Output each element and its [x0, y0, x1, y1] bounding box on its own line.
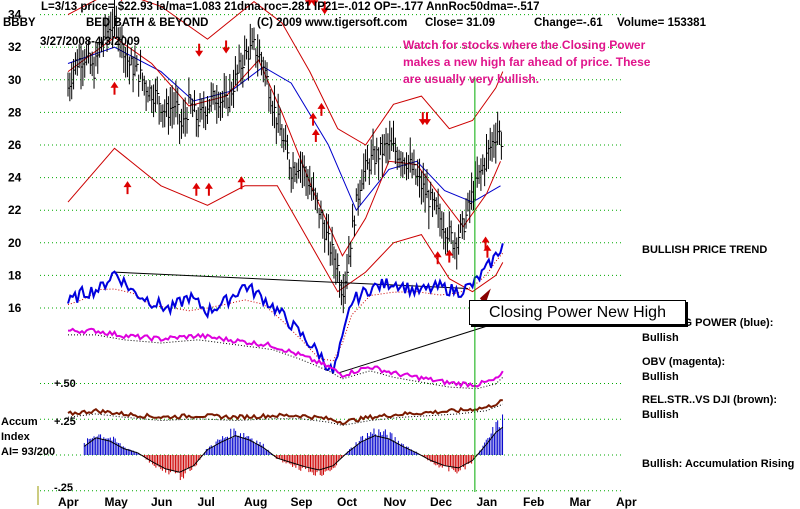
company-name: BED BATH & BEYOND — [86, 17, 209, 29]
buy-arrow-head — [317, 102, 326, 109]
buy-arrow-head — [237, 176, 246, 183]
buy-arrow-head — [433, 251, 442, 258]
x-tick-label: Mar — [570, 495, 592, 509]
buy-arrow-head — [110, 81, 119, 88]
closing-power-ma — [67, 252, 504, 362]
rel-strength-line — [67, 399, 503, 426]
buy-arrow-head — [445, 249, 454, 256]
x-tick-label: Sep — [291, 495, 313, 509]
obv-title: OBV (magenta): — [642, 356, 726, 368]
rel-strength-ma — [67, 403, 503, 426]
sell-arrow-head — [304, 0, 313, 7]
copyright: (C) 2009 www.tigersoft.com — [257, 17, 408, 29]
sell-arrow-head — [422, 119, 431, 126]
rs-title: REL.STR..VS DJI (brown): — [642, 394, 778, 406]
y-tick-label: 26 — [8, 138, 22, 152]
annotation-line-2: makes a new high far ahead of price. The… — [403, 55, 651, 69]
y-tick-label: 32 — [8, 40, 22, 54]
upper-band — [67, 0, 504, 146]
header-stats: L=3/13 price= $22.93 la/ma=1.083 21dma.r… — [41, 1, 540, 13]
y-tick-label: 22 — [8, 203, 22, 217]
y-tick-label: 28 — [8, 105, 22, 119]
obv-ma — [68, 334, 504, 390]
x-tick-label: Aug — [244, 495, 267, 509]
sell-arrow-head — [320, 8, 329, 15]
ticker-symbol: BBBY — [3, 17, 36, 29]
buy-arrow-head — [311, 128, 320, 135]
tick-plus-25: +.25 — [54, 416, 76, 428]
y-tick-label: 16 — [8, 301, 22, 315]
accum-title-2: Index — [1, 431, 30, 443]
accum-title: Accum — [1, 416, 38, 428]
x-tick-label: Jun — [151, 495, 172, 509]
lower-band — [67, 147, 504, 293]
close-value: Close= 31.09 — [425, 17, 496, 29]
y-tick-label: 18 — [8, 268, 22, 282]
change-value: Change=-.61 — [534, 17, 603, 29]
cp-status: Bullish — [642, 332, 679, 344]
cp-trendline — [114, 271, 468, 289]
obv-line — [68, 327, 504, 388]
x-tick-label: Jul — [198, 495, 215, 509]
closing-power-line — [67, 243, 504, 374]
sell-arrow-head — [195, 50, 204, 57]
y-tick-label: 20 — [8, 236, 22, 250]
x-tick-label: Dec — [430, 495, 452, 509]
volume-value: Volume= 153381 — [617, 17, 706, 29]
sell-arrow-head — [222, 47, 231, 54]
x-tick-label: Feb — [523, 495, 544, 509]
trend-label: BULLISH PRICE TREND — [642, 244, 768, 256]
buy-arrow-head — [204, 182, 213, 189]
x-tick-label: Apr — [616, 495, 637, 509]
x-tick-label: Apr — [58, 495, 79, 509]
tick-minus-25: -.25 — [54, 482, 73, 494]
sell-arrow-head — [310, 0, 319, 7]
rs-status: Bullish — [642, 409, 679, 421]
accum-ma — [84, 426, 504, 473]
ai-value: AI= 93/200 — [1, 446, 56, 458]
buy-arrow-head — [481, 236, 490, 243]
callout-pointer — [337, 321, 501, 374]
date-range: 3/27/2008-4/3/2009 — [40, 36, 140, 48]
tick-plus-50: +.50 — [54, 378, 76, 390]
buy-arrow-head — [309, 112, 318, 119]
sell-arrow-head — [120, 0, 123, 2]
obv-status: Bullish — [642, 371, 679, 383]
x-tick-label: Jan — [477, 495, 498, 509]
y-tick-label: 30 — [8, 73, 22, 87]
x-tick-label: Oct — [337, 495, 357, 509]
y-tick-label: 34 — [8, 8, 22, 22]
annotation-line-3: are usually very bullish. — [403, 72, 540, 86]
ma-50-line — [67, 46, 501, 212]
buy-arrow-head — [192, 182, 201, 189]
x-tick-label: May — [105, 495, 129, 509]
accum-status: Bullish: Accumulation Rising — [642, 458, 795, 470]
buy-arrow-head — [123, 181, 132, 188]
annotation-line-1: Watch for stocks where the Closing Power — [403, 38, 646, 52]
x-tick-label: Nov — [384, 495, 407, 509]
closing-power-callout: Closing Power New High — [469, 300, 686, 325]
y-tick-label: 24 — [8, 171, 22, 185]
